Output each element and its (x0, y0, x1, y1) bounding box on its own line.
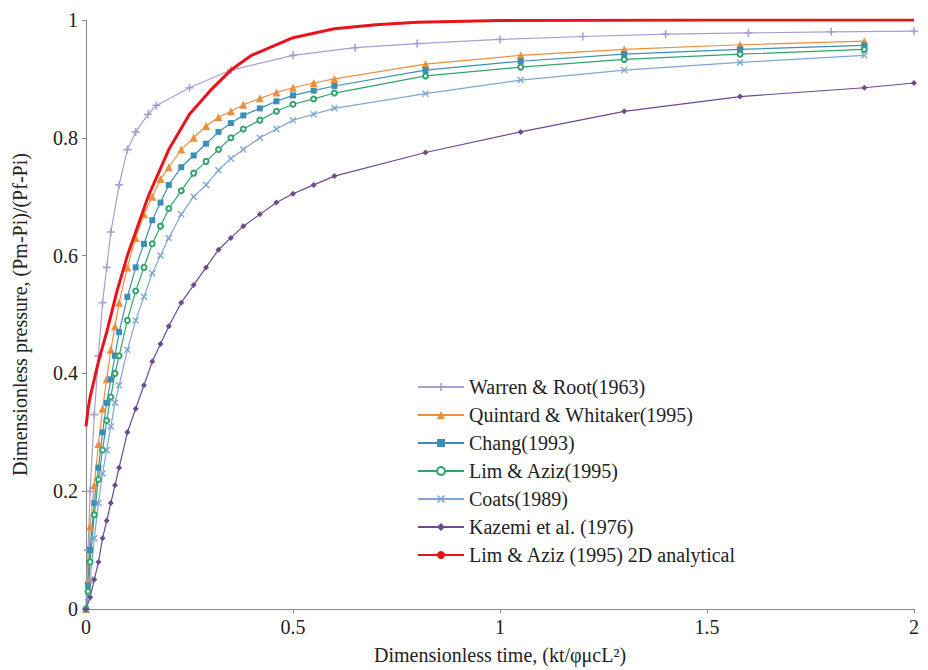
svg-text:Coats(1989): Coats(1989) (469, 488, 568, 511)
svg-text:Kazemi et al. (1976): Kazemi et al. (1976) (469, 516, 633, 539)
svg-text:1: 1 (68, 9, 78, 31)
svg-text:0: 0 (81, 616, 91, 638)
svg-text:0.2: 0.2 (53, 480, 78, 502)
svg-text:Dimensionless time, (kt/φμcL²): Dimensionless time, (kt/φμcL²) (374, 644, 626, 667)
svg-text:Warren & Root(1963): Warren & Root(1963) (469, 376, 645, 399)
svg-text:0.8: 0.8 (53, 127, 78, 149)
svg-text:Lim & Aziz (1995) 2D analytica: Lim & Aziz (1995) 2D analytical (469, 544, 735, 567)
svg-text:Dimensionless pressure, (Pm-Pi: Dimensionless pressure, (Pm-Pi)/(Pf-Pi) (9, 153, 32, 476)
svg-text:Chang(1993): Chang(1993) (469, 432, 575, 455)
svg-text:1: 1 (495, 616, 505, 638)
svg-text:0.5: 0.5 (281, 616, 306, 638)
svg-text:0.6: 0.6 (53, 245, 78, 267)
svg-text:0.4: 0.4 (53, 362, 78, 384)
svg-text:Quintard & Whitaker(1995): Quintard & Whitaker(1995) (469, 404, 693, 427)
svg-text:0: 0 (68, 598, 78, 620)
svg-text:Lim & Aziz(1995): Lim & Aziz(1995) (469, 460, 618, 483)
svg-text:1.5: 1.5 (695, 616, 720, 638)
svg-text:2: 2 (909, 616, 919, 638)
